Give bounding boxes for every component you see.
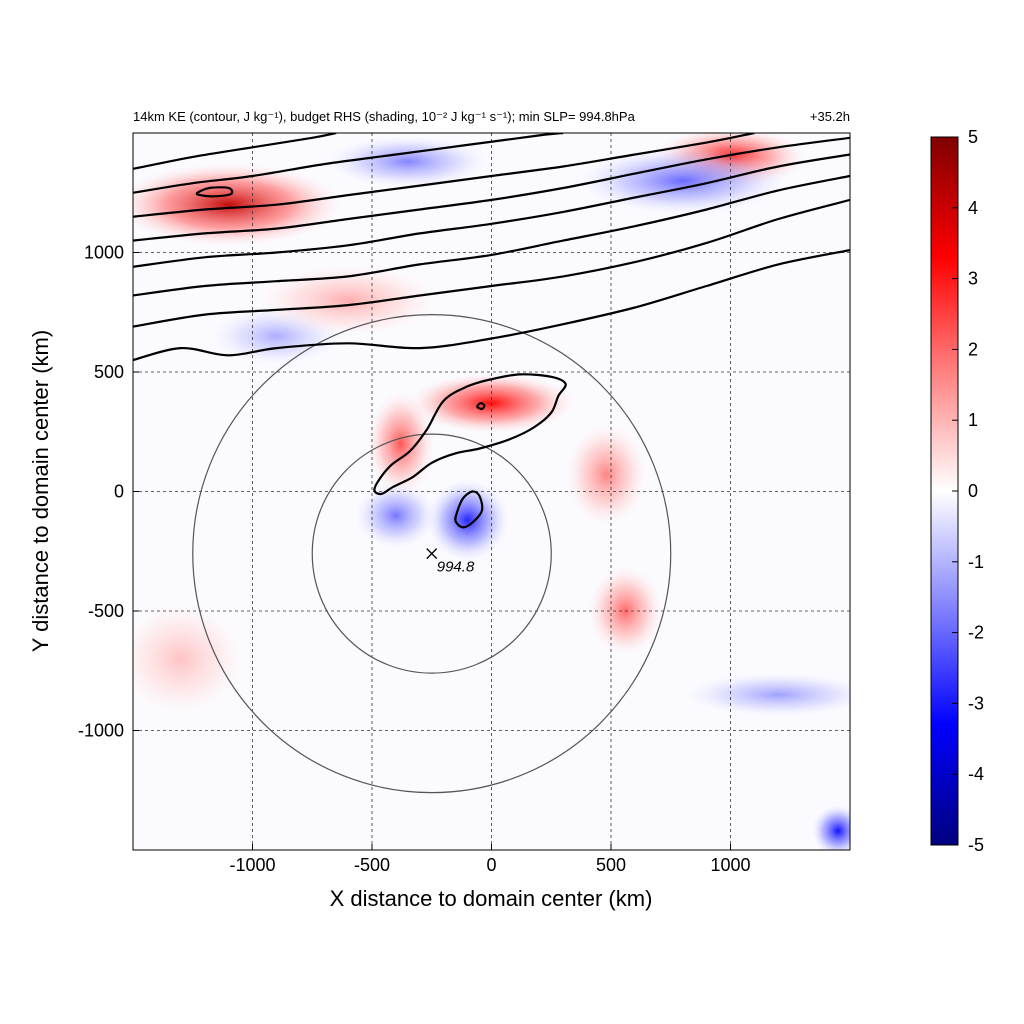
min-slp-cross <box>426 548 438 560</box>
y-tick-label: 0 <box>114 482 124 502</box>
shading-core-negative <box>425 478 510 563</box>
colorbar-tick-label: 0 <box>968 481 978 501</box>
shading-north-negative <box>575 146 790 216</box>
radius-circle <box>192 314 672 794</box>
x-tick-label: -1000 <box>229 855 275 875</box>
colorbar-tick-label: 4 <box>968 198 978 218</box>
radius-circle <box>311 433 552 674</box>
time-label: +35.2h <box>810 109 850 124</box>
shading-jet-red-band <box>133 162 344 247</box>
shading-core-negative-west <box>353 480 438 550</box>
radius-circles <box>192 314 672 794</box>
ke-contours <box>133 133 850 529</box>
colorbar-tick-label: 3 <box>968 269 978 289</box>
ke-contour-jet-4 <box>133 153 850 268</box>
colorbar-tick-label: -3 <box>968 693 984 713</box>
x-tick-label: -500 <box>354 855 390 875</box>
shading-mid-positive <box>252 262 444 339</box>
ke-contour-storm-outer <box>373 373 567 496</box>
ke-contour-storm-inner <box>454 490 484 529</box>
shading-corner-negative <box>811 804 850 850</box>
colorbar-tick-label: -2 <box>968 623 984 643</box>
chart-title: 14km KE (contour, J kg⁻¹), budget RHS (s… <box>133 109 636 124</box>
ke-contour-jet-closed <box>195 186 234 198</box>
x-tick-label: 0 <box>486 855 496 875</box>
min-slp-marker: 994.8 <box>426 548 475 576</box>
colorbar-tick-label: -1 <box>968 552 984 572</box>
shading-storm-arc-east <box>564 421 649 529</box>
y-tick-label: -500 <box>88 601 124 621</box>
shading-east-negative <box>678 671 850 718</box>
y-tick-label: 1000 <box>84 243 124 263</box>
y-ticks: -1000 -500 0 500 1000 <box>78 243 139 741</box>
colorbar-tick-label: -4 <box>968 764 984 784</box>
min-slp-label: 994.8 <box>437 559 475 576</box>
colorbar-tick-label: 2 <box>968 339 978 359</box>
x-ticks: -1000 -500 0 500 1000 <box>229 844 751 875</box>
y-tick-label: -1000 <box>78 721 124 741</box>
colorbar-tick-label: 5 <box>968 127 978 147</box>
ke-contour-jet-5 <box>133 136 850 242</box>
ke-contour-jet-6 <box>133 133 755 218</box>
colorbar-tick-label: 1 <box>968 410 978 430</box>
x-tick-label: 1000 <box>710 855 750 875</box>
x-axis-label: X distance to domain center (km) <box>330 886 653 911</box>
colorbar-ticks: 5 4 3 2 1 0 -1 -2 -3 -4 -5 <box>952 127 984 855</box>
y-axis-label: Y distance to domain center (km) <box>28 330 53 652</box>
ke-contour-storm-tiny <box>476 401 486 411</box>
ke-contour-jet-1 <box>133 249 850 362</box>
y-tick-label: 500 <box>94 362 124 382</box>
ke-contour-jet-8 <box>133 133 337 170</box>
shading-storm-arc-west <box>366 390 436 498</box>
colorbar-tick-label: -5 <box>968 835 984 855</box>
shading-southwest-positive <box>133 597 250 720</box>
ke-contour-jet-3 <box>133 174 850 297</box>
ke-contour-jet-2 <box>133 198 850 328</box>
ke-contour-jet-7 <box>133 133 564 194</box>
x-tick-label: 500 <box>596 855 626 875</box>
